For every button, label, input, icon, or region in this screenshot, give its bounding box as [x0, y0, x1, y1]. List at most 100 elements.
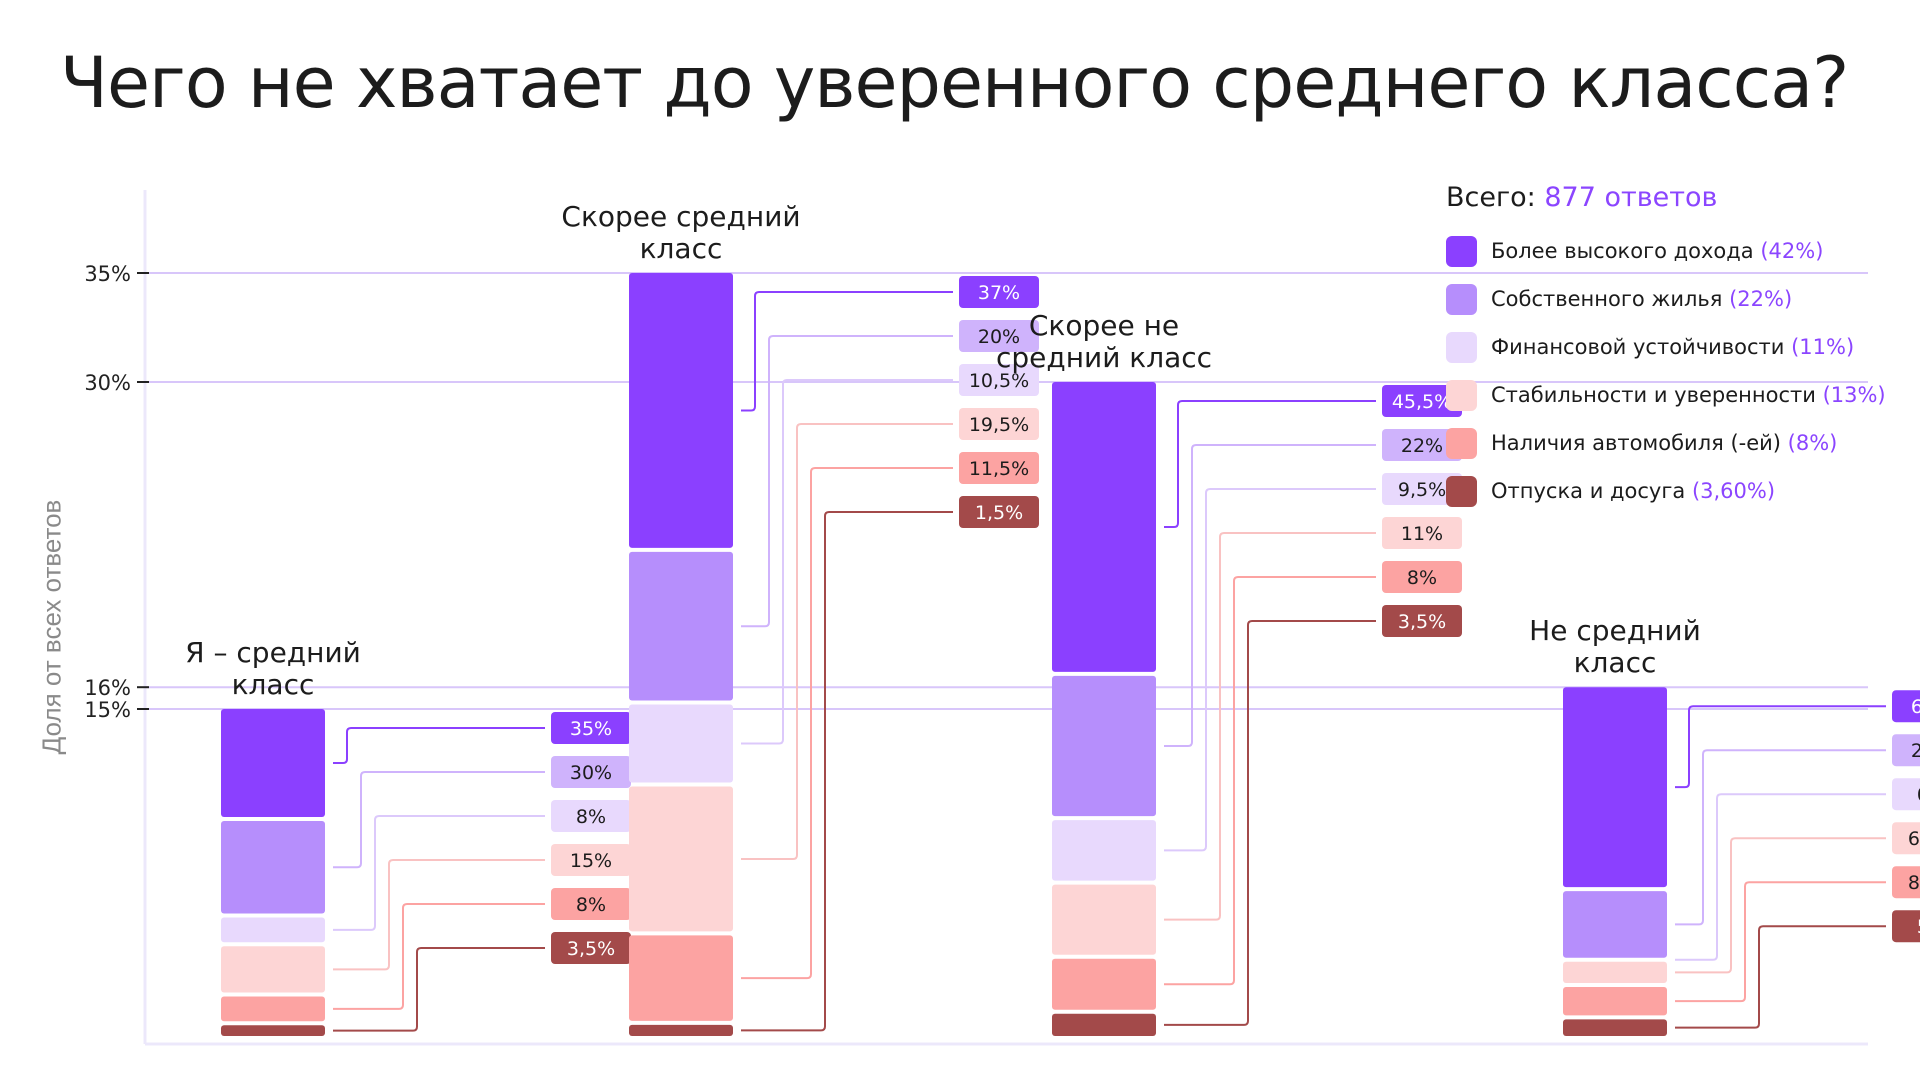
group-label-line: Скорее средний	[561, 200, 801, 233]
group-label-line: класс	[639, 232, 723, 265]
connector-line	[333, 859, 545, 971]
connector-line	[741, 335, 953, 628]
connector-line	[1675, 705, 1886, 789]
data-label-box	[1382, 473, 1462, 505]
data-label: 45,5%	[1392, 391, 1452, 413]
group-label-line: Скорее не	[1028, 309, 1180, 342]
data-label: 3,5%	[567, 938, 615, 960]
y-tick-label: 35%	[84, 262, 131, 286]
data-label-box	[1892, 690, 1920, 723]
bar-segment	[1563, 687, 1667, 888]
data-label: 6,4%	[1908, 828, 1920, 850]
legend-label: Стабильности и уверенности	[1491, 383, 1816, 407]
legend-share: (8%)	[1787, 431, 1838, 455]
data-label: 3,5%	[1398, 611, 1446, 633]
legend-label: Собственного жилья	[1491, 287, 1723, 311]
bar-segment	[629, 786, 733, 932]
legend-item: Собственного жилья (22%)	[1446, 275, 1886, 323]
connector-line	[1675, 793, 1886, 961]
data-label: 1,5%	[975, 502, 1023, 524]
bar-segment	[1563, 891, 1667, 958]
data-label-box	[551, 844, 631, 876]
bar-segment	[221, 1025, 325, 1036]
legend-label: Отпуска и досуга	[1491, 479, 1686, 503]
data-label-box	[1892, 910, 1920, 943]
data-label: 35%	[570, 718, 612, 740]
connector-line	[1164, 576, 1376, 986]
connector-line	[1675, 925, 1886, 1029]
data-label-box	[959, 320, 1039, 352]
data-label-box	[551, 888, 631, 920]
data-label-box	[959, 276, 1039, 308]
data-label: 9,5%	[1398, 479, 1446, 501]
connector-line	[1675, 749, 1886, 926]
bar-segment	[221, 820, 325, 914]
data-label-box	[1382, 429, 1462, 461]
data-label: 11,5%	[969, 458, 1029, 480]
data-label: 0%	[1917, 784, 1920, 806]
legend-swatch	[1446, 235, 1477, 267]
bar-segment	[629, 1024, 733, 1036]
legend-total: Всего: 877 ответов	[1446, 182, 1886, 213]
data-label: 19,5%	[969, 414, 1029, 436]
group-label: Я – средний класс	[185, 637, 361, 701]
data-label-box	[1892, 778, 1920, 811]
connector-line	[333, 771, 545, 869]
data-label-box	[551, 712, 631, 744]
legend-share: (13%)	[1822, 383, 1886, 407]
data-label: 60%	[1911, 696, 1920, 718]
data-label: 37%	[978, 282, 1020, 304]
connector-line	[333, 815, 545, 931]
legend-share: (42%)	[1760, 239, 1824, 263]
bar-segment	[629, 935, 733, 1021]
legend-share: (22%)	[1729, 287, 1793, 311]
group-label-line: средний класс	[995, 341, 1213, 374]
y-tick-label: 16%	[84, 676, 131, 700]
data-label-box	[959, 452, 1039, 484]
data-label-box	[551, 932, 631, 964]
legend-share: (11%)	[1791, 335, 1855, 359]
legend-label: Финансовой устойчивости	[1491, 335, 1785, 359]
data-label: 20%	[1911, 740, 1920, 762]
legend-item: Более высокого дохода (42%)	[1446, 227, 1886, 275]
connector-line	[1675, 837, 1886, 974]
data-label-box	[551, 800, 631, 832]
data-label-box	[1382, 561, 1462, 593]
bar-segment	[221, 709, 325, 817]
legend-swatch	[1446, 427, 1477, 459]
legend-swatch	[1446, 475, 1477, 507]
connector-line	[333, 903, 545, 1010]
legend-label: Более высокого дохода	[1491, 239, 1754, 263]
bar-segment	[221, 917, 325, 943]
data-label: 22%	[1401, 435, 1443, 457]
data-label-box	[1382, 385, 1462, 417]
connector-line	[1164, 620, 1376, 1026]
legend-label: Наличия автомобиля (-ей)	[1491, 431, 1781, 455]
data-label: 8%	[1407, 567, 1437, 589]
legend-swatch	[1446, 379, 1477, 411]
connector-line	[741, 467, 953, 980]
connector-line	[741, 423, 953, 860]
legend-total-value: 877 ответов	[1544, 182, 1718, 213]
legend-item: Стабильности и уверенности (13%)	[1446, 371, 1886, 419]
data-label: 20%	[978, 326, 1020, 348]
chart-title: Чего не хватает до уверенного среднего к…	[60, 42, 1849, 124]
group-label-line: класс	[1573, 646, 1657, 680]
data-label-box	[959, 364, 1039, 396]
group-label-line: Не средний	[1529, 614, 1701, 648]
data-label: 10,5%	[969, 370, 1029, 392]
bar-segment	[1563, 987, 1667, 1016]
legend-item: Наличия автомобиля (-ей) (8%)	[1446, 419, 1886, 467]
bar-segment	[1052, 820, 1156, 881]
data-label: 15%	[570, 850, 612, 872]
group-label-line: класс	[231, 668, 315, 701]
data-label: 30%	[570, 762, 612, 784]
connector-line	[333, 947, 545, 1032]
connector-line	[333, 727, 545, 764]
data-label: 8%	[576, 806, 606, 828]
connector-line	[741, 291, 953, 412]
connector-line	[1164, 444, 1376, 748]
group-label: Скорее средний класс	[561, 201, 800, 265]
connector-line	[1164, 488, 1376, 852]
